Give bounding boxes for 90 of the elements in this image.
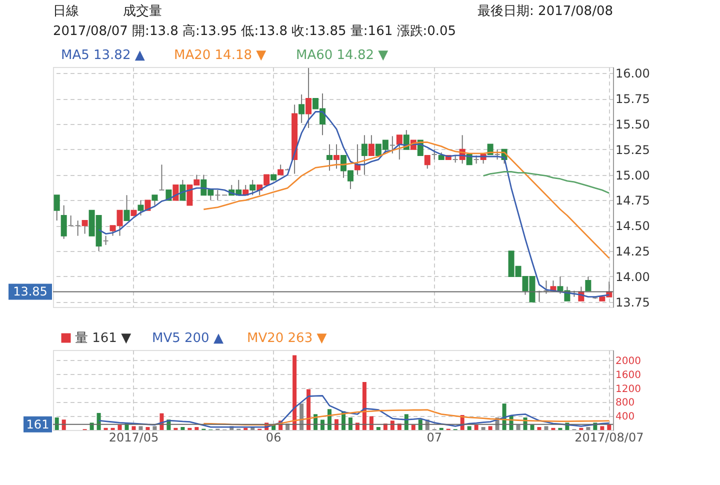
bar [537, 427, 542, 430]
y-tick-label: 1600 [616, 370, 641, 381]
candlestick [326, 144, 333, 172]
line-series [202, 409, 610, 426]
candlestick [68, 214, 74, 226]
candlestick [298, 94, 305, 124]
y-tick-label: 800 [616, 398, 635, 409]
candlestick [60, 204, 67, 240]
line-series [98, 395, 610, 428]
text: MA60 14.82 ▼ [296, 48, 388, 63]
bar [300, 404, 304, 430]
candlestick [124, 194, 130, 222]
y-tick-label: 15.75 [616, 92, 650, 106]
bar [481, 427, 486, 430]
bar [488, 426, 492, 430]
y-tick-label: 14.00 [616, 270, 650, 284]
candlestick [361, 134, 368, 176]
candlestick [138, 200, 144, 216]
y-tick-label: 14.75 [616, 194, 650, 208]
bar [369, 416, 374, 430]
text: MV20 263 ▼ [247, 331, 327, 346]
x-tick-label: 2017/08/07 [574, 430, 644, 444]
y-tick-label: 14.50 [616, 219, 650, 234]
y-tick-label: 15.25 [616, 142, 650, 157]
bar [62, 420, 66, 430]
text: 成交量 [123, 3, 162, 19]
bar [411, 424, 416, 430]
text: MA20 14.18 ▼ [174, 48, 266, 63]
bar [132, 426, 136, 430]
x-tick-label: 07 [426, 430, 442, 444]
text: 最後日期: 2017/08/08 [478, 4, 613, 19]
bar [146, 427, 150, 430]
bar [320, 420, 325, 430]
bar [292, 355, 297, 430]
candlestick [466, 154, 472, 166]
y-tick-label: 13.75 [616, 295, 650, 310]
candlestick [431, 148, 438, 160]
y-tick-label: 1200 [616, 384, 641, 395]
bar [600, 426, 604, 430]
candlestick [585, 276, 592, 292]
x-tick-label: 06 [266, 430, 282, 444]
ref-line-label: 13.85 [13, 284, 48, 299]
candlestick [306, 68, 312, 129]
text: MA5 13.82 ▲ [61, 48, 145, 63]
bar [530, 424, 534, 430]
line-series [482, 171, 610, 194]
candlestick [214, 190, 221, 201]
bar [467, 426, 472, 430]
bar [376, 427, 380, 430]
bar [138, 426, 143, 430]
bar [586, 427, 590, 430]
candlestick [278, 164, 284, 176]
bar [118, 424, 122, 430]
bar [544, 426, 548, 430]
candlestick [82, 220, 88, 234]
candlestick [389, 136, 396, 154]
bar [194, 427, 199, 430]
candlestick [494, 148, 500, 160]
legend-label: 量 161 ▼ [75, 331, 132, 346]
text: 2017/08/07 開:13.8 高:13.95 低:13.8 收:13.85 量:161 漲跌:0.05 [53, 23, 456, 39]
candlestick [543, 280, 550, 294]
bar [180, 427, 185, 430]
y-tick-label: 400 [616, 412, 635, 423]
candlestick [54, 194, 60, 222]
text: 日線 [53, 4, 79, 19]
bar [152, 426, 157, 430]
y-tick-label: 14.25 [616, 244, 650, 259]
candlestick [368, 134, 374, 156]
candlestick [158, 164, 165, 191]
candlestick [250, 179, 256, 196]
candlestick [102, 235, 109, 246]
bar [348, 417, 352, 430]
x-tick-label: 2017/05 [108, 430, 159, 444]
candlestick [396, 134, 402, 160]
bar [54, 417, 59, 430]
candlestick [424, 154, 430, 170]
ref-line-label: 161 [26, 417, 50, 432]
bar [516, 424, 520, 430]
candlestick [172, 184, 179, 201]
candlestick [74, 220, 81, 236]
bar [334, 419, 338, 430]
y-tick-label: 15.00 [616, 168, 650, 182]
bar [474, 424, 478, 430]
text: MV5 200 ▲ [152, 331, 224, 346]
bar [362, 382, 366, 430]
candlestick [333, 144, 340, 170]
y-tick-label: 15.50 [616, 117, 650, 132]
y-tick-label: 2000 [616, 356, 641, 367]
y-tick-label: 16.00 [616, 66, 650, 81]
candlestick [152, 194, 158, 206]
